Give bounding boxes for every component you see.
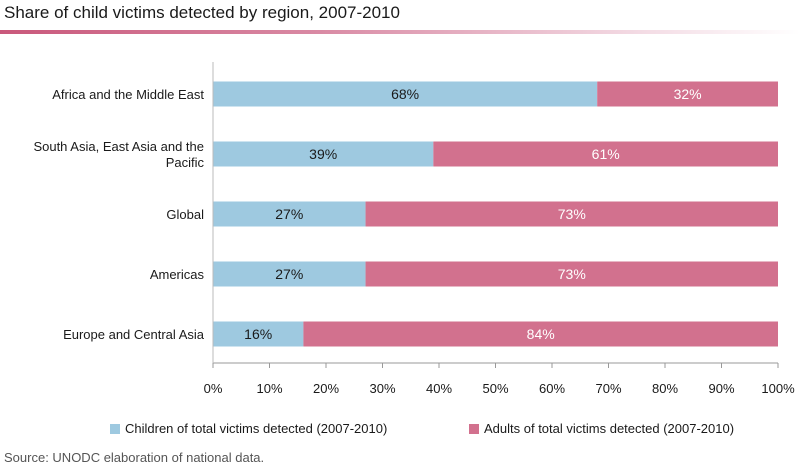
x-tick-label-5: 50% (482, 381, 508, 396)
bar-adults-1 (433, 141, 778, 167)
bar-adults-2 (365, 201, 778, 227)
title-divider (0, 30, 800, 34)
bar-label-children-0: 68% (391, 86, 419, 102)
category-label-2: Global (166, 207, 204, 222)
category-label-0: Africa and the Middle East (52, 87, 204, 102)
bar-adults-4 (303, 321, 778, 347)
bar-label-adults-4: 84% (527, 326, 555, 342)
x-tick-label-1: 10% (256, 381, 282, 396)
legend-swatch-children (110, 423, 120, 434)
x-tick-label-3: 30% (369, 381, 395, 396)
x-tick-label-4: 40% (426, 381, 452, 396)
legend-item-adults: Adults of total victims detected (2007-2… (469, 421, 734, 436)
x-tick-label-8: 80% (652, 381, 678, 396)
legend-label-adults: Adults of total victims detected (2007-2… (484, 421, 735, 436)
bar-label-adults-2: 73% (558, 206, 586, 222)
bar-label-adults-3: 73% (558, 266, 586, 282)
bar-adults-0 (597, 81, 778, 107)
category-label-3: Americas (150, 267, 205, 282)
bar-label-children-4: 16% (244, 326, 272, 342)
category-label-1-line-1: Pacific (166, 155, 205, 170)
bar-children-4 (213, 321, 304, 347)
bar-label-children-2: 27% (275, 206, 303, 222)
x-tick-label-10: 100% (761, 381, 795, 396)
bar-children-0 (213, 81, 598, 107)
bar-label-adults-1: 61% (592, 146, 620, 162)
stacked-bar-chart: 68% 32% Africa and the Middle East 39% 61% So… (33, 62, 795, 396)
x-tick-label-9: 90% (708, 381, 734, 396)
bar-label-children-3: 27% (275, 266, 303, 282)
legend-item-children: Children of total victims detected (2007… (110, 421, 387, 436)
bar-label-adults-0: 32% (674, 86, 702, 102)
legend: Children of total victims detected (2007… (0, 421, 800, 439)
category-label-4: Europe and Central Asia (63, 327, 205, 342)
source-note: Source: UNODC elaboration of national da… (4, 450, 265, 465)
chart-title: Share of child victims detected by regio… (4, 3, 400, 22)
bar-label-children-1: 39% (309, 146, 337, 162)
legend-label-children: Children of total victims detected (2007… (125, 421, 388, 436)
bar-adults-3 (365, 261, 778, 287)
category-label-1-line-0: South Asia, East Asia and the (33, 139, 204, 154)
bar-children-3 (213, 261, 366, 287)
x-tick-label-6: 60% (539, 381, 565, 396)
x-tick-label-0: 0% (204, 381, 223, 396)
x-tick-label-2: 20% (313, 381, 339, 396)
x-tick-label-7: 70% (595, 381, 621, 396)
bar-children-2 (213, 201, 366, 227)
bar-children-1 (213, 141, 434, 167)
legend-swatch-adults (469, 423, 479, 434)
